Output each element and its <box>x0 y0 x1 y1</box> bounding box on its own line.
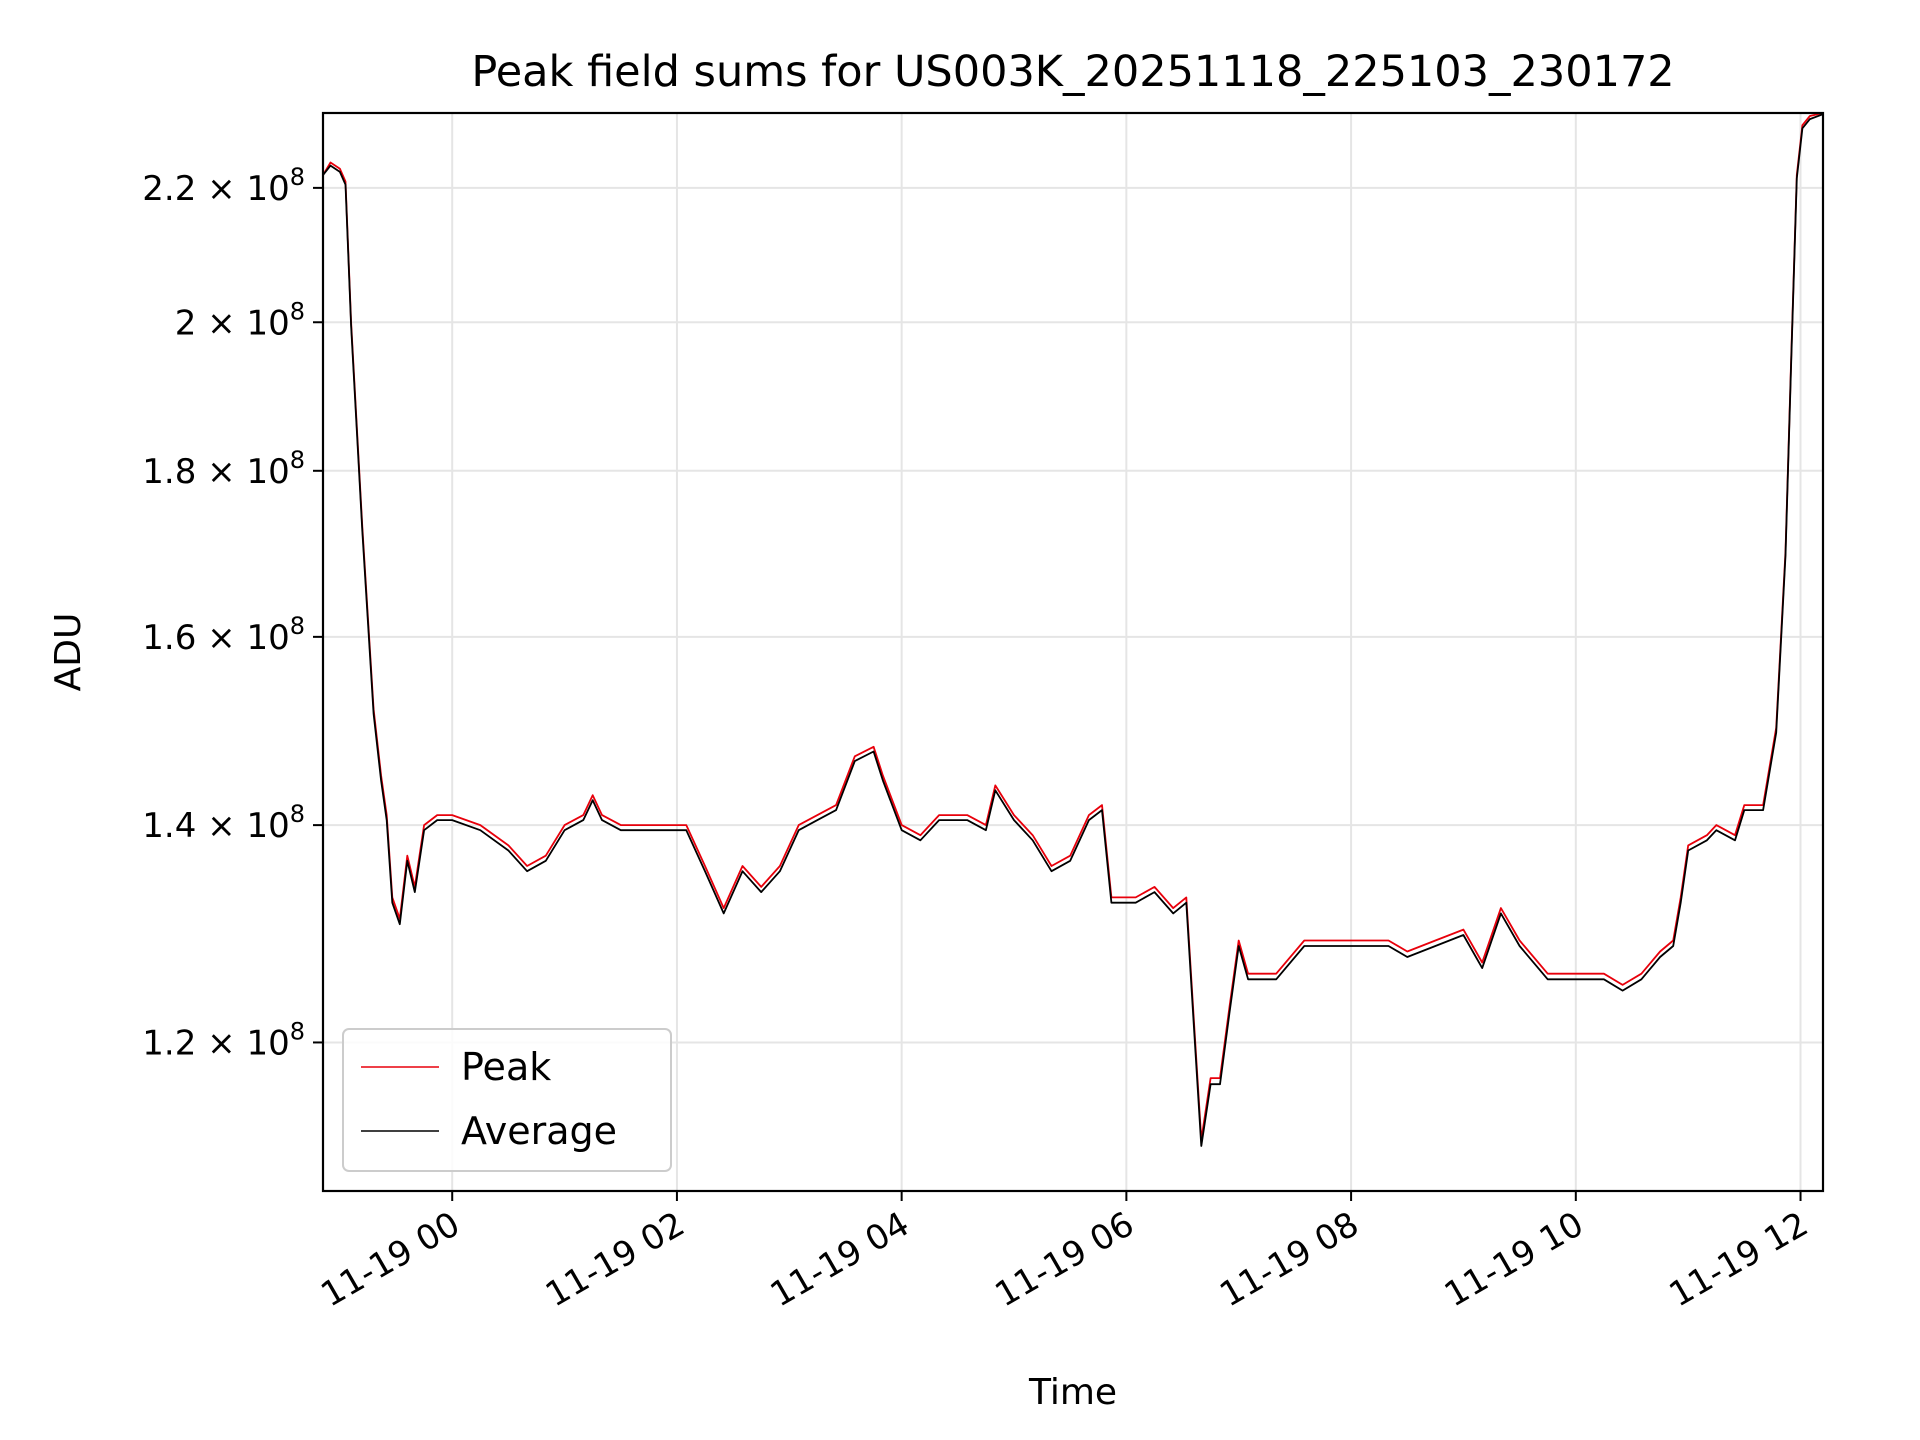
y-tick-exponent: 8 <box>290 297 305 325</box>
y-tick-mantissa: 1.8 <box>142 452 196 492</box>
y-tick-times: × <box>196 618 246 658</box>
y-tick-base: 10 <box>246 806 289 846</box>
y-tick-base: 10 <box>246 169 289 209</box>
series-line-average <box>323 113 1823 1147</box>
plot-frame <box>321 111 1825 1193</box>
y-tick-mantissa: 2.2 <box>142 169 196 209</box>
y-tick-base: 10 <box>246 1023 289 1063</box>
y-tick-label: 2.2 × 108 <box>142 163 305 209</box>
legend-label-average: Average <box>461 1109 617 1153</box>
y-tick-exponent: 8 <box>290 1017 305 1045</box>
y-tick-base: 10 <box>246 618 289 658</box>
y-tick-label: 1.4 × 108 <box>142 800 305 846</box>
series-line-peak <box>323 113 1823 1141</box>
y-axis-label: ADU <box>48 613 89 692</box>
legend: Peak Average <box>342 1028 672 1172</box>
y-tick-times: × <box>196 1023 246 1063</box>
y-tick-label: 1.2 × 108 <box>142 1017 305 1063</box>
y-tick-exponent: 8 <box>290 163 305 191</box>
legend-box <box>342 1028 672 1172</box>
x-axis-label: Time <box>1028 1372 1117 1413</box>
y-tick-base: 10 <box>246 452 289 492</box>
y-tick-label: 1.8 × 108 <box>142 446 305 492</box>
chart-title: Peak field sums for US003K_20251118_2251… <box>471 47 1674 97</box>
y-tick-exponent: 8 <box>290 800 305 828</box>
y-tick-mantissa: 1.6 <box>142 618 196 658</box>
legend-label-peak: Peak <box>461 1045 551 1089</box>
grid <box>323 113 1823 1191</box>
y-tick-mantissa: 2 <box>175 303 197 343</box>
y-tick-times: × <box>196 452 246 492</box>
y-tick-exponent: 8 <box>290 446 305 474</box>
series-layer <box>323 113 1823 1147</box>
y-tick-times: × <box>196 806 246 846</box>
y-tick-times: × <box>196 169 246 209</box>
y-tick-mantissa: 1.4 <box>142 806 196 846</box>
y-tick-label: 2 × 108 <box>175 297 305 343</box>
y-tick-times: × <box>196 303 246 343</box>
y-tick-mantissa: 1.2 <box>142 1023 196 1063</box>
y-tick-exponent: 8 <box>290 612 305 640</box>
y-tick-base: 10 <box>246 303 289 343</box>
y-tick-label: 1.6 × 108 <box>142 612 305 658</box>
